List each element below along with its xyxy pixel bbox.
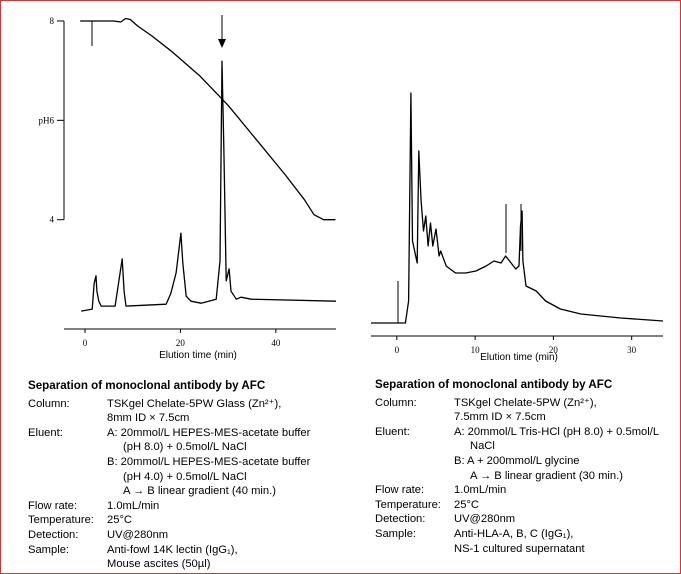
- spec-line: A: 20mmol/L Tris-HCl (pH 8.0) + 0.5mol/L: [454, 425, 660, 438]
- spec-values: 25°C: [107, 513, 132, 528]
- spec-label: Temperature:: [375, 498, 441, 511]
- spec-values: 25°C: [454, 498, 479, 513]
- caption: Separation of monoclonal antibody by AFC…: [28, 379, 310, 572]
- spec-line: 1.0mL/min: [107, 499, 160, 512]
- y-tick-label: 4: [50, 215, 55, 225]
- x-tick-label: 30: [627, 345, 637, 355]
- spec-line: Anti-fowl 14K lectin (IgG₁),: [107, 543, 238, 556]
- spec-label: Sample:: [28, 543, 70, 556]
- spec-line: UV@280nm: [454, 513, 516, 526]
- spec-label: Detection:: [28, 528, 79, 541]
- spec-row: Flow rate: 1.0mL/min: [28, 499, 310, 514]
- x-tick-label: 20: [176, 338, 186, 348]
- spec-line: 1.0mL/min: [454, 484, 507, 497]
- spec-label: Temperature:: [28, 514, 94, 527]
- spec-values: Anti-fowl 14K lectin (IgG₁), Mouse ascite…: [107, 543, 238, 572]
- spec-label: Column:: [375, 396, 417, 409]
- arrow-head: [218, 39, 226, 48]
- spec-line: B: 20mmol/L HEPES-MES-acetate buffer: [107, 455, 311, 468]
- spec-values: UV@280nm: [454, 512, 515, 527]
- x-axis-label: Elution time (min): [159, 350, 237, 361]
- caption-title: Separation of monoclonal antibody by AFC: [28, 379, 266, 392]
- spec-row: Detection: UV@280nm: [28, 528, 310, 543]
- spec-values: UV@280nm: [107, 528, 168, 543]
- spec-line: B: A + 200mmol/L glycine: [454, 454, 580, 467]
- spec-line: Anti-HLA-A, B, C (IgG₁),: [454, 527, 574, 540]
- spec-line: TSKgel Chelate-5PW Glass (Zn²⁺),: [107, 397, 282, 410]
- spec-values: A: 20mmol/L HEPES-MES-acetate buffer (pH …: [107, 426, 310, 499]
- spec-line: (pH 8.0) + 0.5mol/L NaCl: [123, 441, 247, 454]
- trace: [371, 92, 664, 324]
- spec-values: Anti-HLA-A, B, C (IgG₁), NS-1 cultured su…: [454, 527, 585, 556]
- spec-label: Eluent:: [28, 426, 63, 439]
- spec-line: 25°C: [107, 514, 132, 527]
- y-tick-label: 8: [50, 16, 55, 26]
- x-tick-label: 0: [395, 345, 400, 355]
- spec-values: TSKgel Chelate-5PW (Zn²⁺), 7.5mm ID × 7.5…: [454, 396, 597, 425]
- spec-row: Flow rate: 1.0mL/min: [375, 483, 659, 498]
- x-axis-label: Elution time (min): [480, 352, 558, 363]
- spec-row: Eluent: A: 20mmol/L HEPES-MES-acetate buf…: [28, 426, 310, 499]
- y-tick-label: pH6: [39, 115, 55, 125]
- spec-label: Eluent:: [375, 425, 410, 438]
- spec-row: Sample: Anti-fowl 14K lectin (IgG₁), Mouse…: [28, 543, 310, 572]
- trace: [80, 17, 336, 221]
- spec-values: 1.0mL/min: [107, 499, 159, 514]
- spec-line: (pH 4.0) + 0.5mol/L NaCl: [123, 470, 247, 483]
- spec-row: Temperature: 25°C: [28, 513, 310, 528]
- spec-line: UV@280nm: [107, 528, 169, 541]
- spec-line: NS-1 cultured supernatant: [454, 542, 585, 555]
- spec-line: A → B linear gradient (40 min.): [123, 485, 276, 498]
- x-tick-label: 10: [471, 345, 481, 355]
- spec-line: 25°C: [454, 498, 479, 511]
- spec-line: TSKgel Chelate-5PW (Zn²⁺),: [454, 396, 597, 409]
- spec-row: Sample: Anti-HLA-A, B, C (IgG₁), NS-1 cult…: [375, 527, 659, 556]
- spec-row: Temperature: 25°C: [375, 498, 659, 513]
- spec-values: 1.0mL/min: [454, 483, 506, 498]
- spec-line: NaCl: [470, 440, 495, 453]
- spec-row: Eluent: A: 20mmol/L Tris-HCl (pH 8.0) + 0…: [375, 425, 659, 483]
- spec-label: Detection:: [375, 513, 426, 526]
- caption-title: Separation of monoclonal antibody by AFC: [375, 378, 613, 391]
- spec-line: A → B linear gradient (30 min.): [470, 469, 623, 482]
- spec-line: Mouse ascites (50µl): [107, 558, 211, 571]
- caption: Separation of monoclonal antibody by AFC…: [375, 378, 659, 556]
- x-tick-label: 0: [83, 338, 88, 348]
- x-tick-label: 40: [271, 338, 281, 348]
- spec-line: A: 20mmol/L HEPES-MES-acetate buffer: [107, 426, 311, 439]
- spec-label: Flow rate:: [28, 499, 78, 512]
- spec-row: Column: TSKgel Chelate-5PW (Zn²⁺), 7.5mm I…: [375, 396, 659, 425]
- spec-row: Detection: UV@280nm: [375, 512, 659, 527]
- spec-label: Sample:: [375, 527, 417, 540]
- spec-line: 8mm ID × 7.5cm: [107, 412, 190, 425]
- spec-values: TSKgel Chelate-5PW Glass (Zn²⁺), 8mm ID ×…: [107, 397, 281, 426]
- spec-line: 7.5mm ID × 7.5cm: [454, 411, 546, 424]
- spec-row: Column: TSKgel Chelate-5PW Glass (Zn²⁺), 8…: [28, 397, 310, 426]
- spec-label: Flow rate:: [375, 484, 425, 497]
- spec-values: A: 20mmol/L Tris-HCl (pH 8.0) + 0.5mol/L…: [454, 425, 659, 483]
- spec-label: Column:: [28, 397, 70, 410]
- x-tick-label: 20: [549, 345, 559, 355]
- trace: [81, 60, 337, 312]
